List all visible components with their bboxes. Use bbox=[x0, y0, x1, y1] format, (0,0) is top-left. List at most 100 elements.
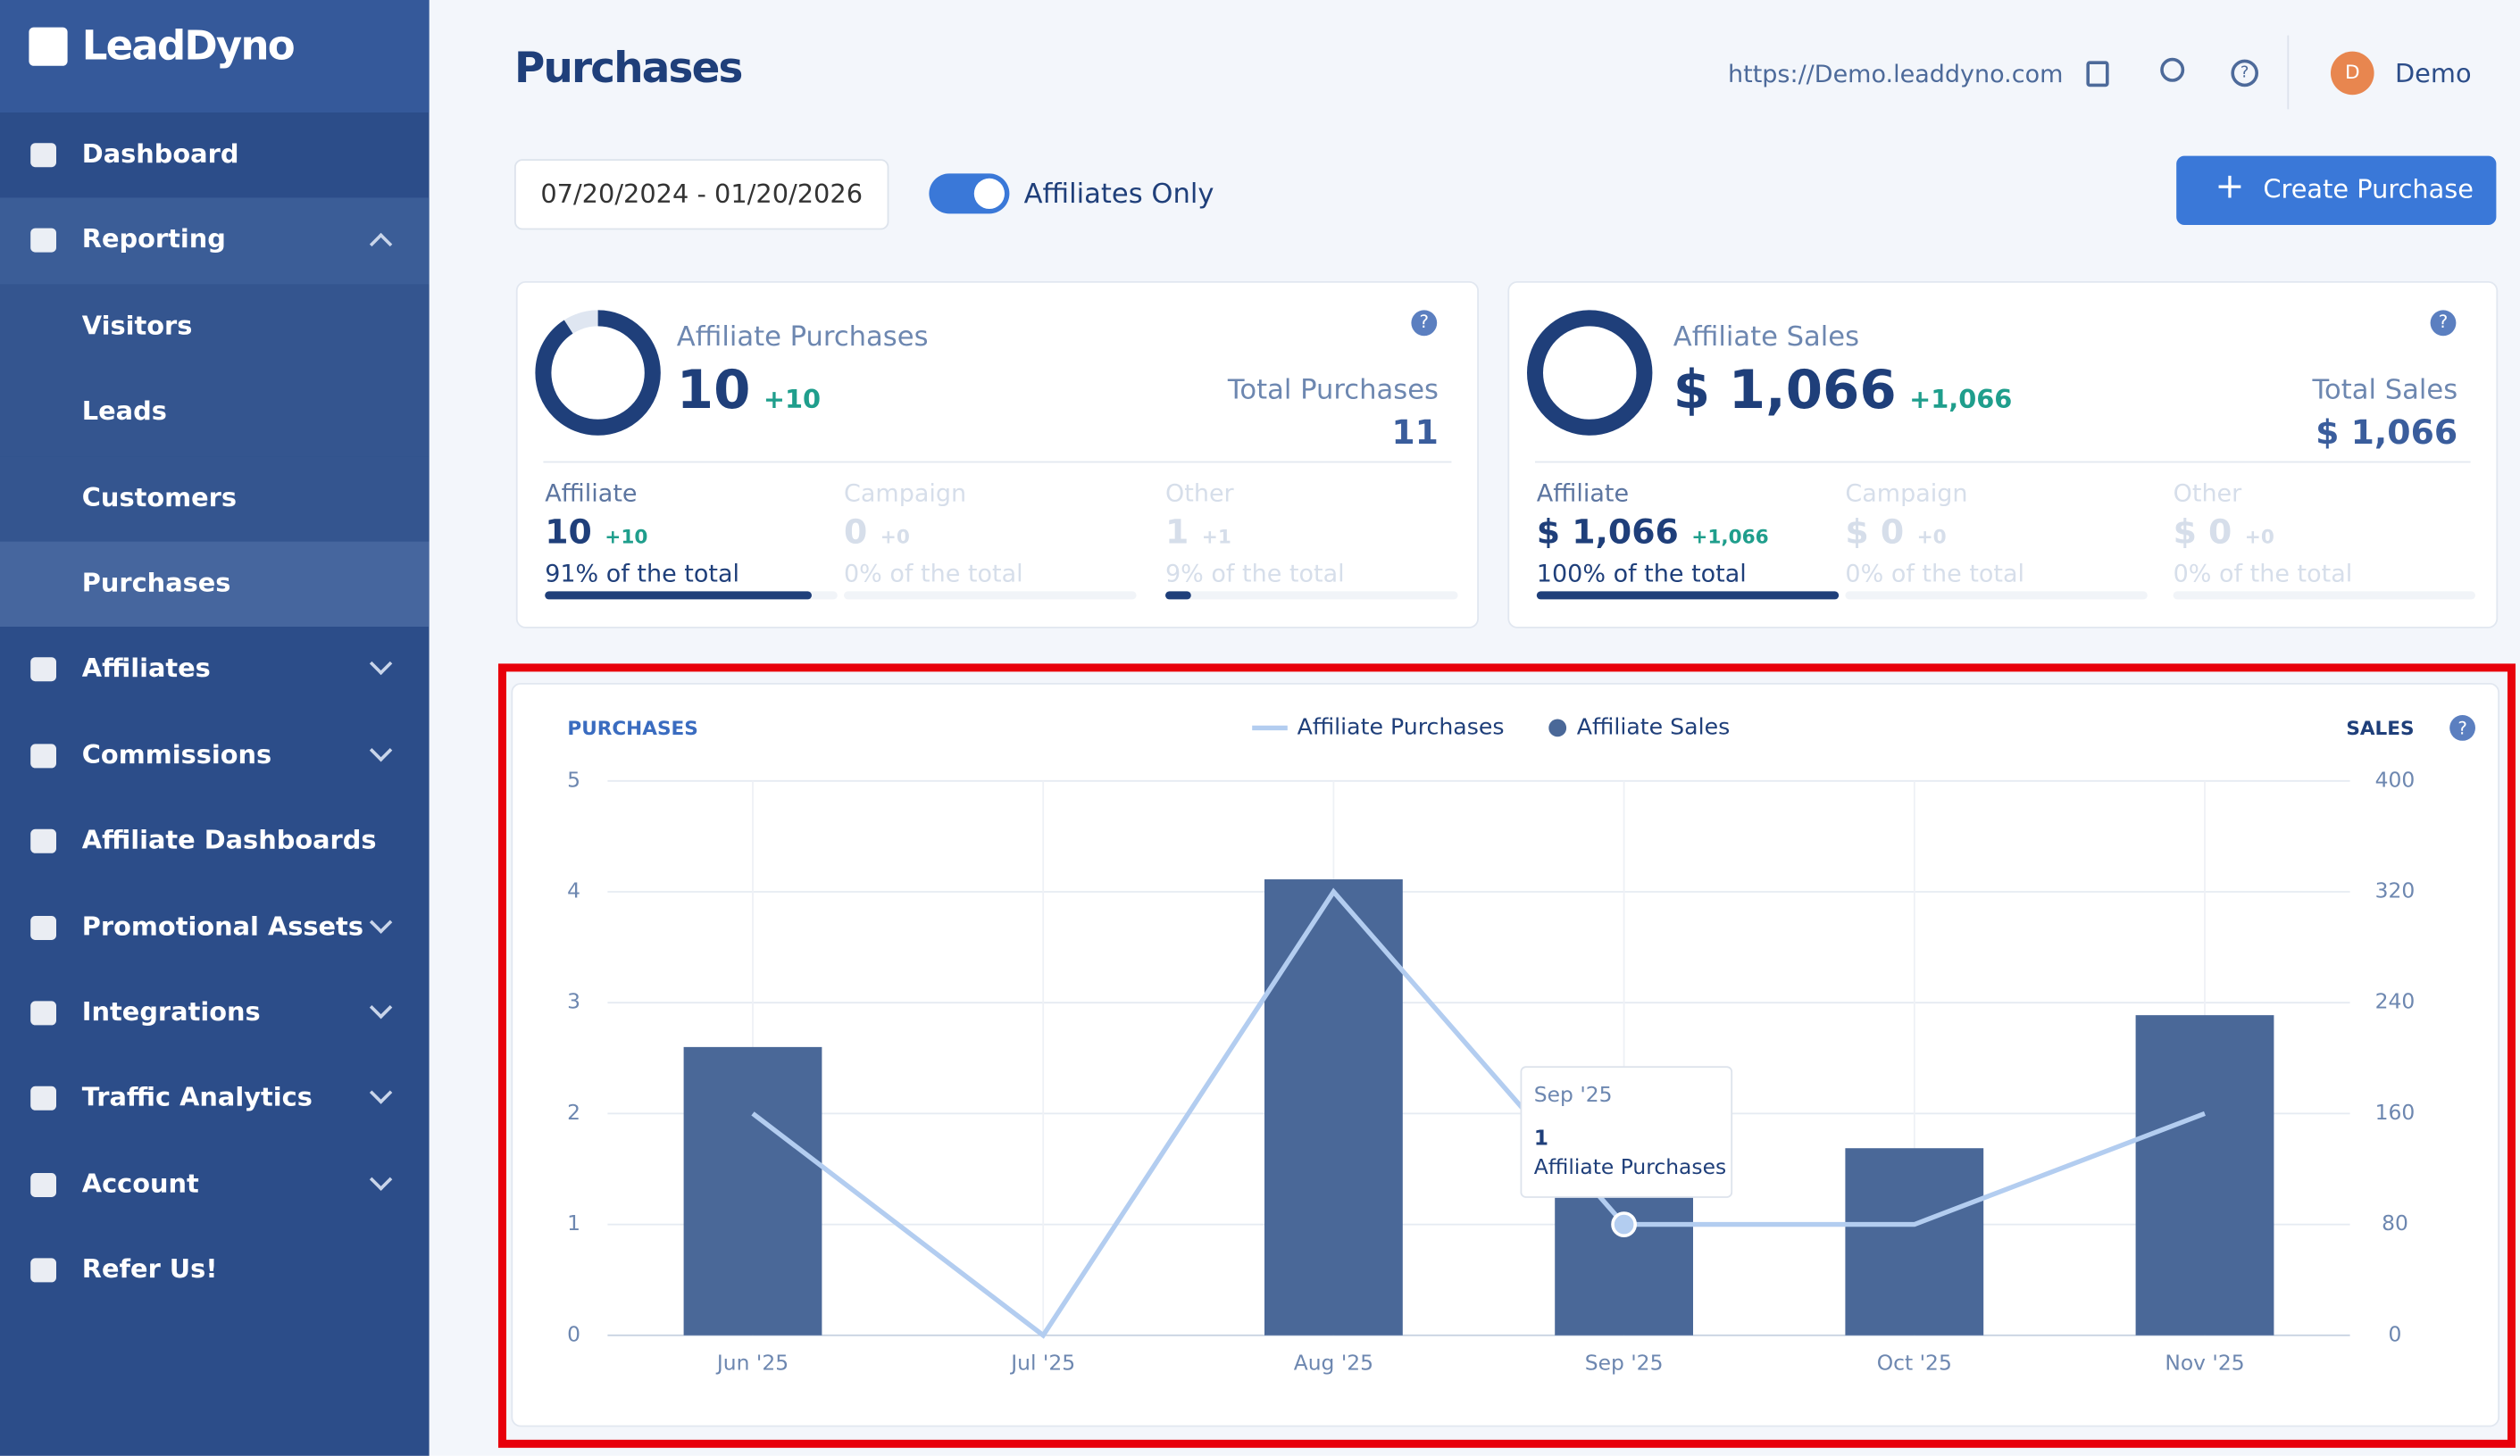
nav-icon bbox=[30, 657, 56, 682]
x-tick-label: Oct '25 bbox=[1877, 1351, 1952, 1376]
breakdown-delta: +0 bbox=[880, 525, 910, 548]
nav-item[interactable]: Affiliate Dashboards bbox=[0, 799, 430, 885]
chevron bbox=[369, 233, 393, 257]
donut-arc bbox=[535, 310, 661, 436]
nav-item[interactable]: Account bbox=[0, 1142, 430, 1227]
user-name[interactable]: Demo bbox=[2395, 57, 2472, 88]
share-track bbox=[2173, 591, 2475, 600]
nav-item[interactable]: Leads bbox=[0, 370, 430, 456]
y2-tick-label: 0 bbox=[2389, 1321, 2402, 1346]
nav-icon bbox=[30, 1258, 56, 1283]
x-tick-label: Sep '25 bbox=[1585, 1351, 1664, 1376]
bar bbox=[683, 1046, 822, 1335]
site-url[interactable]: https://Demo.leaddyno.com bbox=[1728, 59, 2064, 88]
donut-arc bbox=[1526, 310, 1653, 436]
breakdown-value: 10 +10 bbox=[545, 512, 648, 552]
nav-label: Commissions bbox=[81, 738, 272, 770]
y-tick-label: 5 bbox=[567, 767, 580, 792]
nav-item[interactable]: Customers bbox=[0, 455, 430, 542]
create-button-label: Create Purchase bbox=[2263, 173, 2474, 204]
tooltip-value: 1 bbox=[1534, 1126, 1548, 1151]
nav-item[interactable]: Integrations bbox=[0, 970, 430, 1056]
total-label: Total Sales bbox=[2312, 374, 2458, 407]
date-range[interactable]: 07/20/2024 - 01/20/2026 bbox=[514, 159, 889, 230]
breakdown-share: 0% of the total bbox=[2173, 559, 2353, 588]
nav-label: Affiliates bbox=[81, 653, 211, 684]
nav-icon bbox=[30, 915, 56, 940]
nav-item[interactable]: Promotional Assets bbox=[0, 885, 430, 970]
nav-item[interactable]: Commissions bbox=[0, 713, 430, 799]
x-tick-label: Nov '25 bbox=[2165, 1351, 2244, 1376]
divider bbox=[1535, 461, 2471, 463]
nav-item[interactable]: Dashboard bbox=[0, 112, 430, 198]
brand-logo bbox=[29, 27, 68, 66]
sidebar: LeadDyno Dashboard Reporting Visitors Leads… bbox=[0, 0, 430, 1456]
line bbox=[751, 887, 2206, 1339]
chart: PURCHASES SALES ? 0 1 2 3 4 5 0 80 160 240 320 400 Jun … bbox=[567, 713, 2475, 1376]
avatar[interactable]: D bbox=[2331, 51, 2374, 96]
copy-icon[interactable] bbox=[2086, 61, 2109, 87]
nav-item[interactable]: Purchases bbox=[0, 541, 430, 628]
chevron bbox=[369, 995, 393, 1019]
nav-item[interactable]: Refer Us! bbox=[0, 1228, 430, 1314]
breakdown-label: Campaign bbox=[844, 478, 967, 508]
breakdown-share: 0% of the total bbox=[1845, 559, 2025, 588]
nav-icon bbox=[30, 1086, 56, 1111]
nav-item[interactable]: Reporting bbox=[0, 198, 430, 285]
card-value: 10 +10 bbox=[676, 358, 822, 421]
nav-icon bbox=[30, 829, 56, 854]
chevron bbox=[369, 1168, 393, 1191]
nav-label: Integrations bbox=[81, 996, 261, 1028]
x-tick-label: Jun '25 bbox=[715, 1351, 789, 1376]
y2-tick-label: 400 bbox=[2375, 767, 2416, 792]
breakdown-label: Campaign bbox=[1845, 478, 1968, 508]
breakdown-label: Affiliate bbox=[545, 478, 638, 508]
nav-item[interactable]: Traffic Analytics bbox=[0, 1056, 430, 1142]
nav-label: Visitors bbox=[81, 310, 193, 341]
breakdown-share: 100% of the total bbox=[1536, 559, 1747, 588]
x-tick-label: Aug '25 bbox=[1294, 1351, 1373, 1376]
help-icon[interactable]: ? bbox=[2430, 310, 2457, 337]
donut bbox=[535, 310, 661, 436]
card-delta: +10 bbox=[763, 384, 822, 415]
legend-label: Affiliate Purchases bbox=[1298, 713, 1505, 739]
bar bbox=[2135, 1015, 2274, 1335]
chevron bbox=[369, 910, 393, 934]
nav-label: Refer Us! bbox=[81, 1253, 218, 1285]
help-icon[interactable]: ? bbox=[2231, 59, 2258, 87]
nav-label: Traffic Analytics bbox=[81, 1082, 313, 1113]
nav-label: Dashboard bbox=[81, 137, 239, 169]
y-tick-label: 1 bbox=[567, 1211, 580, 1236]
card-title: Affiliate Purchases bbox=[676, 321, 929, 354]
create-button[interactable]: + Create Purchase bbox=[2176, 155, 2497, 225]
x-tick-label: Jul '25 bbox=[1009, 1351, 1075, 1376]
breakdown-delta: +0 bbox=[1916, 525, 1947, 548]
nav-item[interactable]: Affiliates bbox=[0, 628, 430, 713]
nav-label: Leads bbox=[81, 395, 167, 427]
nav-label: Purchases bbox=[81, 567, 231, 598]
search-icon[interactable] bbox=[2160, 57, 2185, 82]
help-icon[interactable]: ? bbox=[1411, 310, 1438, 337]
breakdown-value: $ 0 +0 bbox=[1845, 512, 1947, 552]
breakdown-value: $ 0 +0 bbox=[2173, 512, 2274, 552]
total-value: 11 bbox=[1391, 412, 1439, 452]
legend-label: Affiliate Sales bbox=[1577, 713, 1730, 739]
hover-point bbox=[1611, 1211, 1637, 1237]
breakdown-share: 91% of the total bbox=[545, 559, 740, 588]
legend-swatch bbox=[1548, 719, 1567, 737]
breakdown-share: 9% of the total bbox=[1165, 559, 1345, 588]
nav-icon bbox=[30, 229, 56, 254]
toggle[interactable] bbox=[929, 173, 1010, 214]
nav-item[interactable]: Visitors bbox=[0, 284, 430, 370]
share-bar bbox=[545, 591, 812, 600]
breakdown-label: Affiliate bbox=[1536, 478, 1630, 508]
breakdown-delta: +0 bbox=[2244, 525, 2274, 548]
nav-icon bbox=[30, 143, 56, 168]
breakdown-label: Other bbox=[1165, 478, 1234, 508]
share-track bbox=[844, 591, 1137, 600]
breakdown-delta: +1,066 bbox=[1691, 525, 1769, 548]
share-bar bbox=[1165, 591, 1192, 600]
chevron bbox=[369, 738, 393, 761]
